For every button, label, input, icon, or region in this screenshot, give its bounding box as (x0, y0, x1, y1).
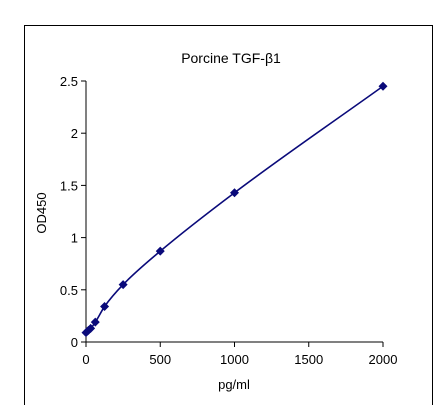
data-point (155, 246, 165, 256)
y-tick-label: 2 (71, 126, 78, 141)
y-tick-label: 2.5 (60, 74, 78, 89)
ticks: 0 0.5 1 1.5 2 2.5 0 500 1000 1500 2000 (60, 74, 398, 367)
y-tick-label: 0.5 (60, 283, 78, 298)
fit-curve (85, 85, 384, 334)
y-tick-label: 1 (71, 231, 78, 246)
x-tick-label: 1500 (294, 352, 323, 367)
fit-curve-group (85, 85, 384, 334)
y-axis-label: OD450 (34, 192, 49, 233)
x-axis-label: pg/ml (218, 377, 250, 392)
data-point (86, 323, 96, 333)
data-point (90, 317, 100, 327)
data-points (81, 81, 388, 338)
x-tick-label: 500 (149, 352, 171, 367)
data-point (118, 280, 128, 290)
x-tick-label: 1000 (220, 352, 249, 367)
data-point (100, 302, 110, 312)
chart-title: Porcine TGF-β1 (181, 50, 281, 66)
y-tick-label: 0 (71, 335, 78, 350)
data-point (230, 188, 239, 198)
data-point (378, 81, 388, 91)
x-tick-label: 2000 (369, 352, 398, 367)
axes (85, 81, 383, 343)
x-tick-label: 0 (82, 352, 89, 367)
y-tick-label: 1.5 (60, 178, 78, 193)
